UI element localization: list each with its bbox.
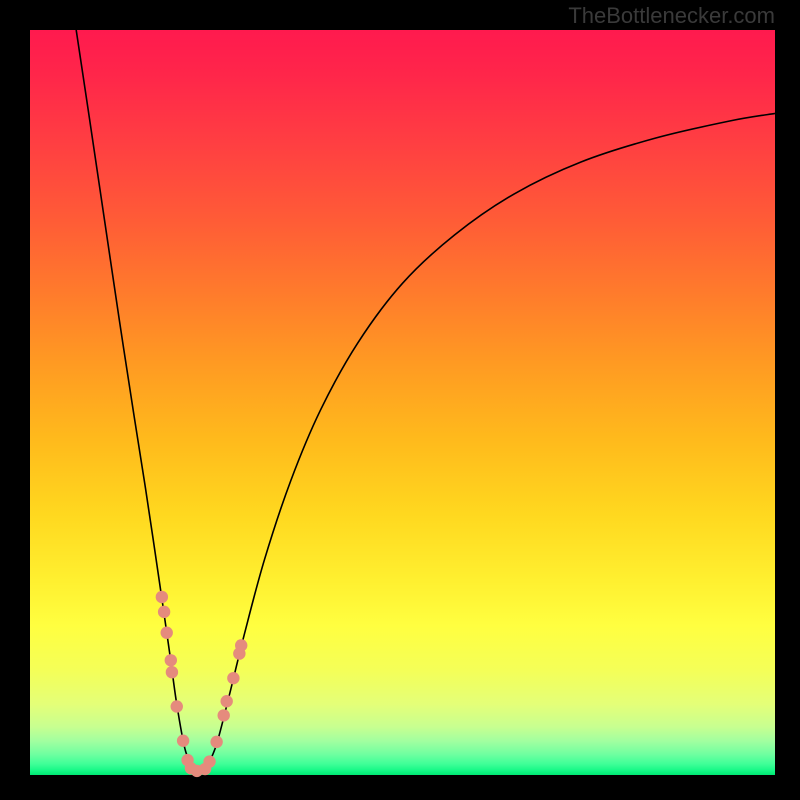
attribution-text: TheBottlenecker.com [568, 3, 775, 29]
data-marker [203, 755, 215, 767]
canvas-root: TheBottlenecker.com [0, 0, 800, 800]
curve-right-branch [206, 113, 775, 769]
marker-group [156, 591, 248, 777]
data-marker [210, 736, 222, 748]
data-marker [165, 654, 177, 666]
plot-area [30, 30, 775, 775]
data-marker [227, 672, 239, 684]
data-marker [166, 666, 178, 678]
data-marker [218, 709, 230, 721]
data-marker [161, 627, 173, 639]
data-marker [220, 695, 232, 707]
curve-layer [30, 30, 775, 775]
data-marker [158, 606, 170, 618]
data-marker [156, 591, 168, 603]
data-marker [171, 700, 183, 712]
data-marker [177, 735, 189, 747]
data-marker [235, 639, 247, 651]
